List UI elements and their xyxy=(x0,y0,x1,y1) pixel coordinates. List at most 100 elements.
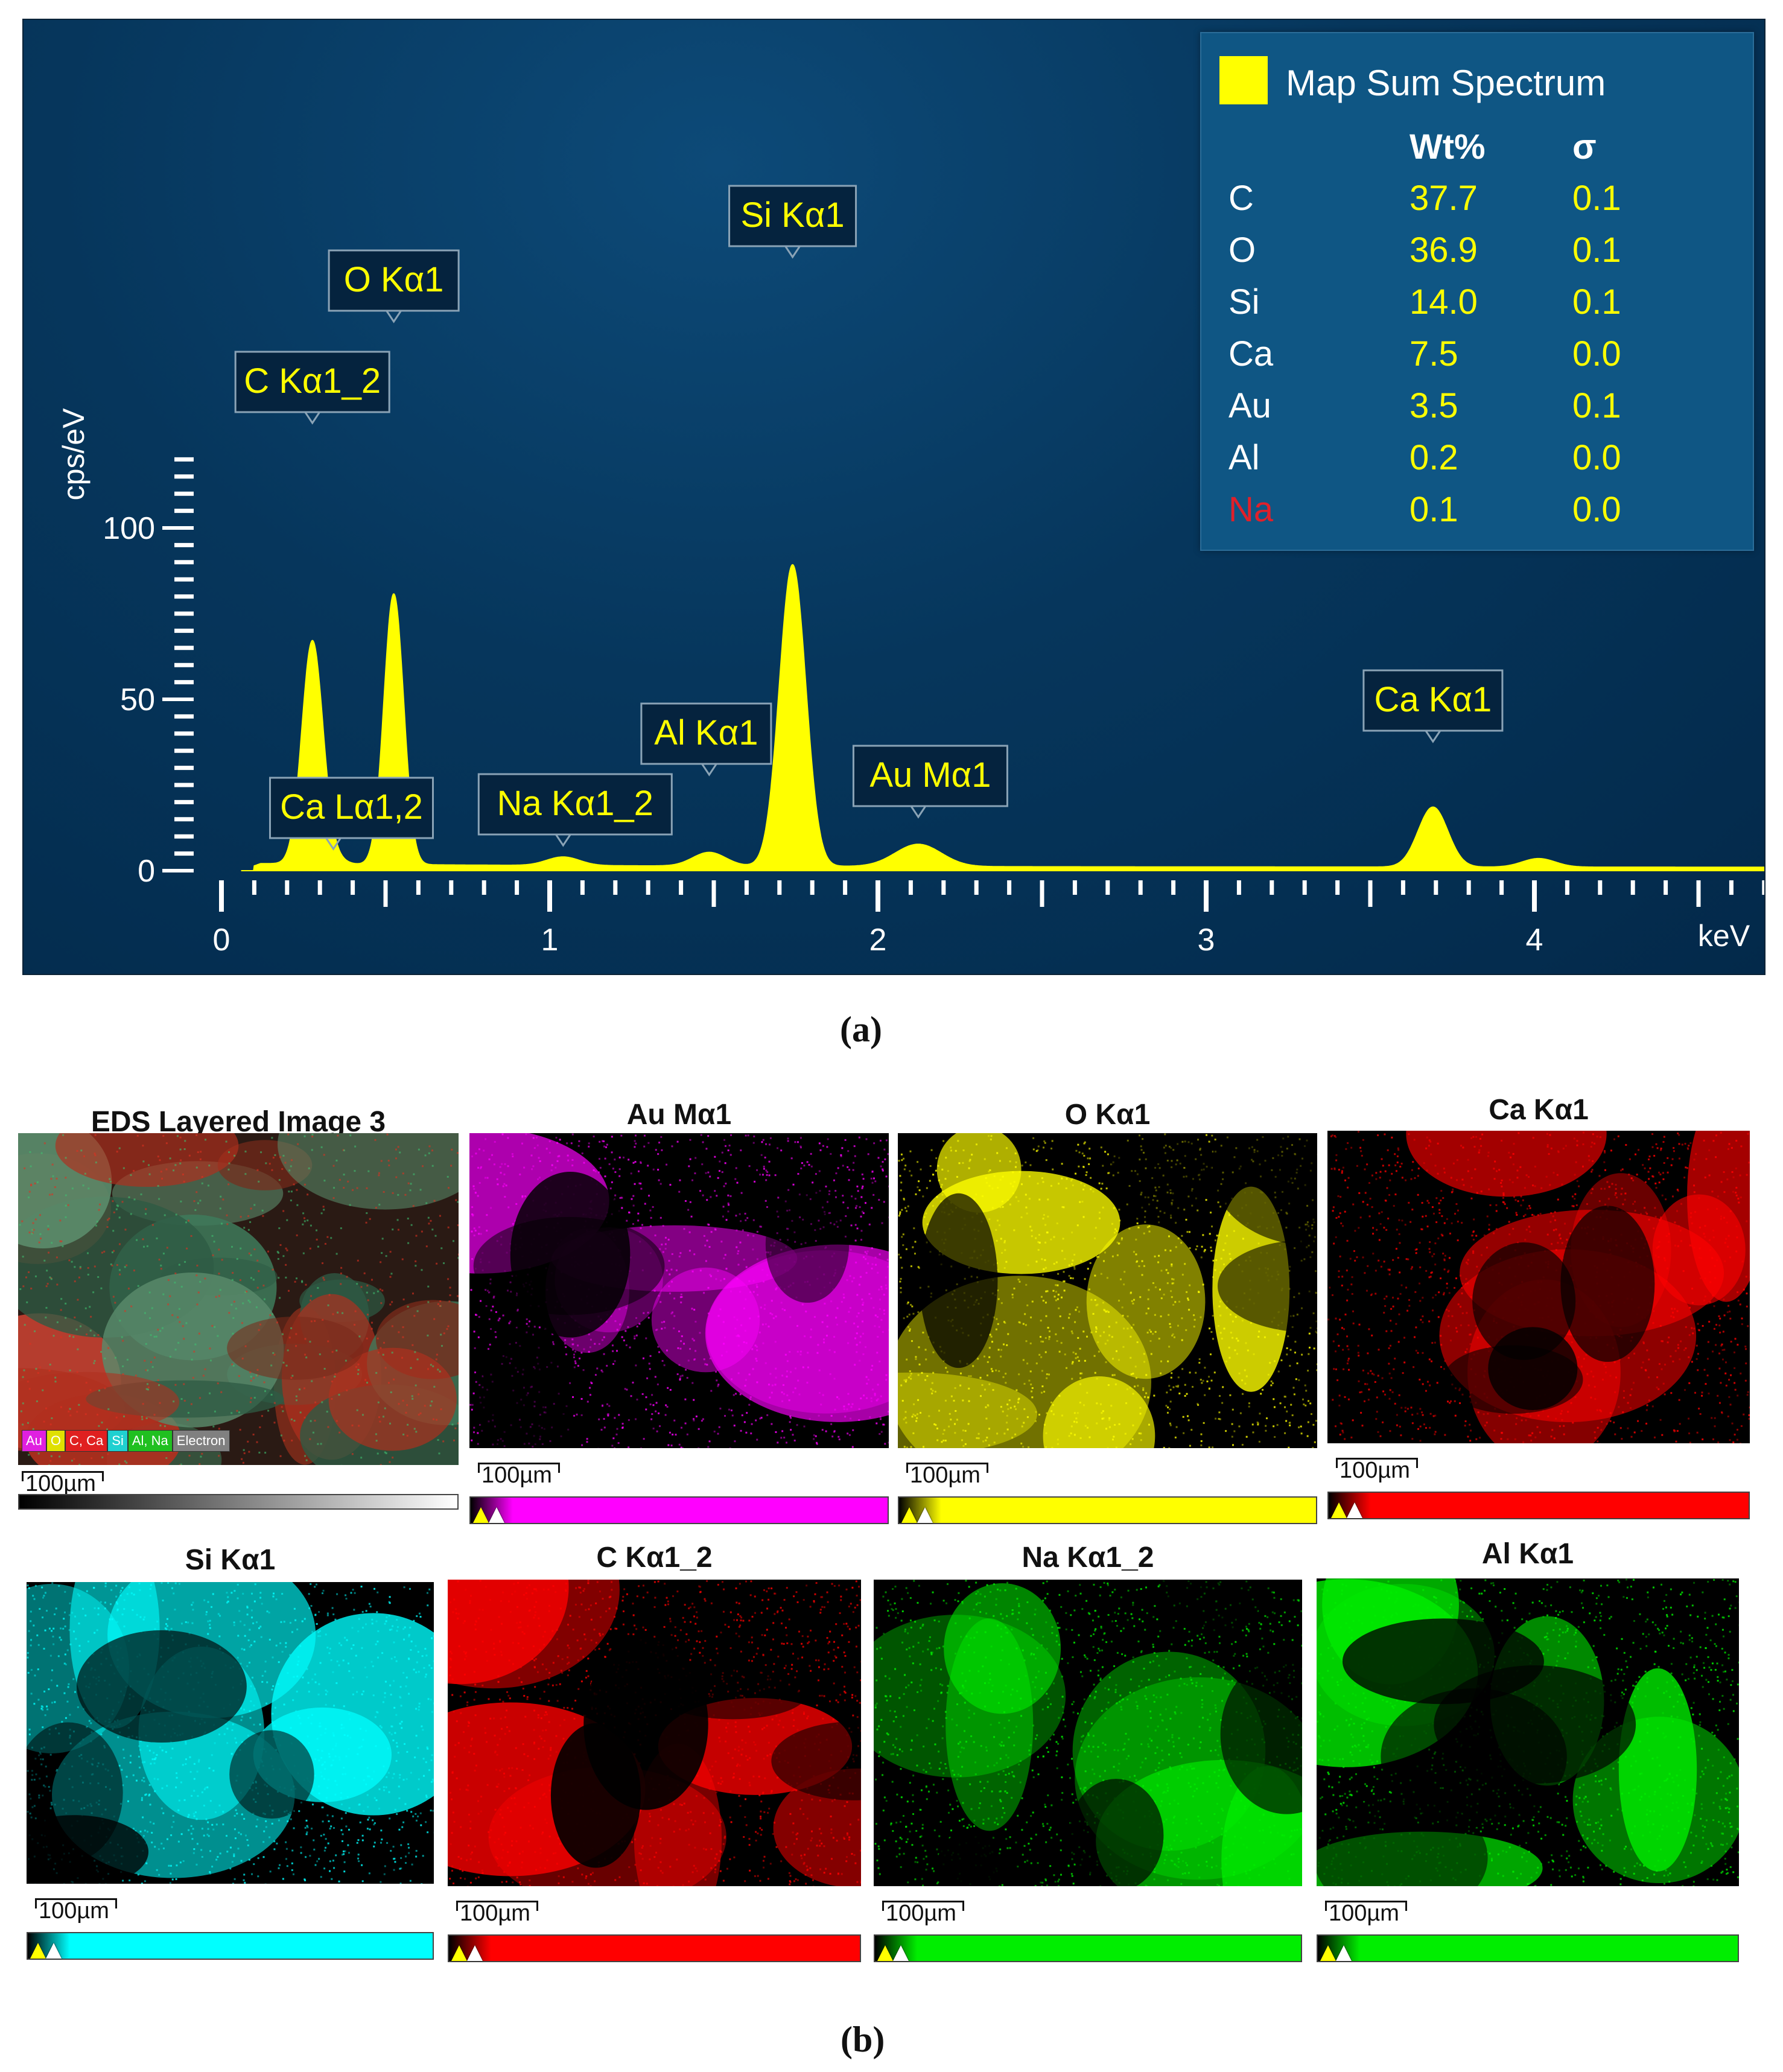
layered-intensity-ramp xyxy=(18,1494,459,1510)
scale-bar xyxy=(456,1901,538,1911)
ramp-max-marker[interactable] xyxy=(46,1943,62,1959)
peak-label-text: Au Mα1 xyxy=(869,755,991,795)
map-title: Na Kα1_2 xyxy=(1022,1542,1154,1574)
peak-label: Au Mα1 xyxy=(852,745,1008,819)
legend-sigma-value: 0.1 xyxy=(1572,282,1621,322)
legend-swatch xyxy=(1219,56,1268,104)
spectrum-panel: 0 50 100 0 1 2 3 4 C Kα1_2 O Kα1 Ca Lα1,2 Na Kα1_… xyxy=(22,19,1766,975)
element-map-image xyxy=(1317,1578,1739,1886)
layered-legend-chip: Si xyxy=(107,1430,128,1452)
peak-label-pointer xyxy=(1425,730,1441,743)
peak-label-box xyxy=(477,773,673,836)
peak-label-box xyxy=(1362,669,1504,732)
peak-label-text: Ca Kα1 xyxy=(1375,680,1492,719)
x-tick-label: 1 xyxy=(541,923,559,958)
map-title: Au Mα1 xyxy=(626,1099,732,1131)
x-axis: 0 1 2 3 4 xyxy=(213,880,1764,958)
legend-element: Al xyxy=(1228,438,1260,477)
peak-label-box xyxy=(640,702,772,765)
legend-element: Au xyxy=(1228,386,1271,425)
peak-label-pointer xyxy=(701,763,717,777)
scale-bar xyxy=(906,1463,988,1473)
ramp-min-marker[interactable] xyxy=(877,1945,893,1961)
legend-element: Ca xyxy=(1228,334,1274,373)
map-title: Ca Kα1 xyxy=(1489,1094,1589,1126)
peak-label-text: O Kα1 xyxy=(344,260,444,299)
peak-label-pointer xyxy=(784,246,801,259)
ramp-min-marker[interactable] xyxy=(901,1507,917,1523)
scale-bar-label: 100µm xyxy=(39,1898,109,1924)
intensity-ramp xyxy=(469,1496,889,1524)
peak-label: Ca Lα1,2 xyxy=(269,777,434,851)
peak-label-text: C Kα1_2 xyxy=(244,361,381,401)
peak-label-text: Na Kα1_2 xyxy=(497,784,653,823)
legend-sigma-value: 0.0 xyxy=(1572,438,1621,477)
layered-legend: Au O C, Ca Si Al, Na Electron xyxy=(22,1430,230,1452)
legend-wt-value: 7.5 xyxy=(1410,334,1458,373)
scale-bar-label: 100µm xyxy=(25,1471,96,1496)
peak-label: Na Kα1_2 xyxy=(477,773,673,847)
y-axis-title: cps/eV xyxy=(57,408,91,501)
ramp-min-marker[interactable] xyxy=(1331,1502,1347,1518)
peak-label: Al Kα1 xyxy=(640,702,772,777)
scale-bar xyxy=(22,1471,104,1481)
intensity-ramp xyxy=(448,1934,861,1962)
ramp-min-marker[interactable] xyxy=(451,1945,467,1961)
legend-col-sigma: σ xyxy=(1572,127,1597,167)
spectrum-area xyxy=(241,564,1764,871)
peak-label-text: Al Kα1 xyxy=(654,713,758,752)
layered-legend-chip: Electron xyxy=(172,1430,230,1452)
intensity-ramp xyxy=(874,1934,1302,1962)
y-axis: 0 50 100 xyxy=(103,457,194,889)
layered-image xyxy=(18,1133,459,1465)
layered-legend-chip: C, Ca xyxy=(65,1430,108,1452)
legend-wt-value: 14.0 xyxy=(1410,282,1478,322)
peak-label-pointer xyxy=(386,310,402,323)
element-map-image xyxy=(874,1580,1302,1886)
x-tick-label: 3 xyxy=(1198,923,1215,958)
peak-label-box xyxy=(328,249,460,312)
legend-sigma-value: 0.1 xyxy=(1572,386,1621,425)
element-map-image xyxy=(448,1580,861,1886)
legend-title: Map Sum Spectrum xyxy=(1286,63,1606,103)
peak-label-box xyxy=(852,745,1008,807)
scale-bar xyxy=(1336,1458,1418,1468)
intensity-ramp xyxy=(1317,1934,1739,1962)
x-tick-label: 0 xyxy=(213,923,230,958)
legend-wt-value: 0.2 xyxy=(1410,438,1458,477)
legend-wt-value: 3.5 xyxy=(1410,386,1458,425)
legend-element: C xyxy=(1228,179,1254,218)
ramp-max-marker[interactable] xyxy=(1336,1945,1352,1961)
ramp-min-marker[interactable] xyxy=(473,1507,489,1523)
y-tick-label: 50 xyxy=(120,682,155,717)
scale-bar xyxy=(882,1901,964,1911)
caption-a: (a) xyxy=(840,1009,882,1049)
ramp-max-marker[interactable] xyxy=(467,1945,483,1961)
ramp-min-marker[interactable] xyxy=(1320,1945,1336,1961)
peak-label: Ca Kα1 xyxy=(1362,669,1504,743)
map-title: Si Kα1 xyxy=(185,1544,276,1576)
scale-bar-label: 100µm xyxy=(1340,1458,1410,1483)
scale-bar xyxy=(35,1898,117,1908)
peak-label: Si Kα1 xyxy=(728,185,857,259)
ramp-max-marker[interactable] xyxy=(917,1507,933,1523)
peak-label: C Kα1_2 xyxy=(234,351,390,425)
element-map-image xyxy=(27,1582,434,1884)
ramp-max-marker[interactable] xyxy=(489,1507,504,1523)
ramp-max-marker[interactable] xyxy=(1347,1502,1362,1518)
ramp-min-marker[interactable] xyxy=(30,1943,46,1959)
map-title: O Kα1 xyxy=(1064,1099,1151,1131)
map-title: Al Kα1 xyxy=(1481,1538,1574,1570)
peak-label-box xyxy=(269,777,434,839)
legend-wt-value: 37.7 xyxy=(1410,179,1478,218)
x-axis-title: keV xyxy=(1698,919,1750,953)
spectrum-chart: 0 50 100 0 1 2 3 4 C Kα1_2 O Kα1 Ca Lα1,2 Na Kα1_… xyxy=(57,185,1764,958)
ramp-max-marker[interactable] xyxy=(893,1945,909,1961)
peak-labels: C Kα1_2 O Kα1 Ca Lα1,2 Na Kα1_2Al Kα1 Si Kα1… xyxy=(234,185,1504,851)
layered-legend-chip: Au xyxy=(22,1430,46,1452)
scale-bar xyxy=(1325,1901,1407,1911)
y-tick-label: 0 xyxy=(138,854,155,889)
x-tick-label: 2 xyxy=(869,923,887,958)
peak-label-pointer xyxy=(325,837,342,851)
peak-label-pointer xyxy=(555,834,571,847)
